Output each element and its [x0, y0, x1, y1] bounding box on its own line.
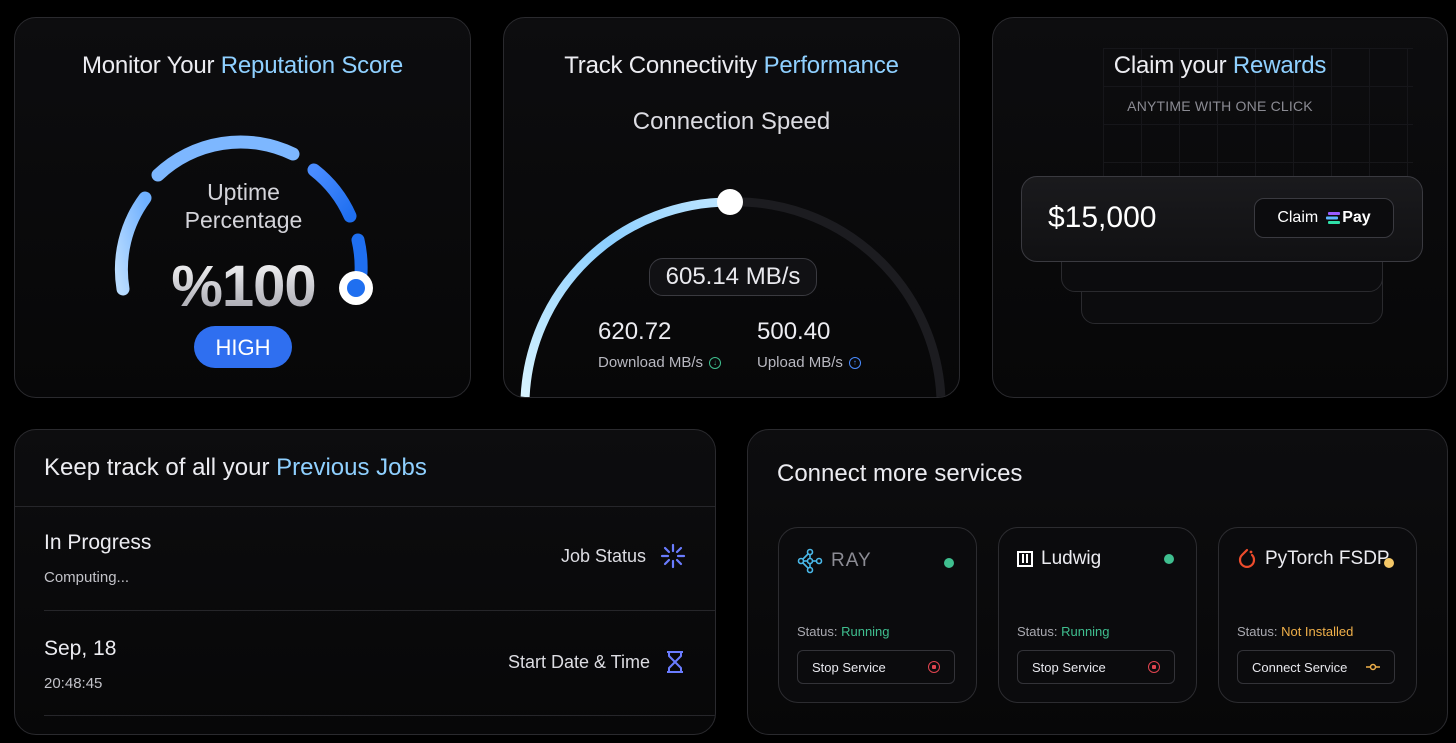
jobs-card: Keep track of all your Previous Jobs In …: [14, 429, 716, 735]
upload-value: 500.40: [757, 318, 831, 345]
service-card-pytorch: PyTorch FSDP Status: Not Installed Conne…: [1218, 527, 1417, 703]
service-name-pytorch: PyTorch FSDP: [1237, 548, 1390, 570]
services-card: Connect more services RAY: [747, 429, 1448, 735]
service-name-ludwig: Ludwig: [1017, 548, 1101, 570]
jobs-title: Keep track of all your Previous Jobs: [44, 454, 427, 482]
connect-service-button-pytorch[interactable]: Connect Service: [1237, 650, 1395, 684]
service-card-ludwig: Ludwig Status: Running Stop Service: [998, 527, 1197, 703]
claim-pay-button[interactable]: Claim Pay: [1254, 198, 1394, 238]
connectivity-title: Track Connectivity Performance: [504, 52, 959, 80]
speed-gauge-knob: [717, 189, 743, 215]
connectivity-card: Track Connectivity Performance Connectio…: [503, 17, 960, 398]
pay-logo: Pay: [1326, 209, 1371, 227]
rewards-title-accent: Rewards: [1232, 52, 1327, 79]
service-status-pytorch: Status: Not Installed: [1237, 624, 1353, 639]
connection-speed-label: Connection Speed: [632, 108, 831, 135]
status-dot: [944, 558, 954, 568]
service-name-pytorch-text: PyTorch FSDP: [1265, 548, 1390, 569]
job-start-date: Sep, 18: [44, 637, 117, 660]
speed-gauge: [520, 189, 946, 397]
speed-gauge-fill: [520, 197, 735, 397]
divider: [15, 506, 715, 507]
reputation-title: Monitor Your Reputation Score: [15, 52, 470, 80]
upload-label-text: Upload MB/s: [757, 354, 843, 371]
jobs-title-prefix: Keep track of all your: [44, 454, 277, 481]
uptime-label-line1: Uptime: [207, 179, 280, 205]
reputation-title-accent: Reputation Score: [220, 52, 404, 79]
status-prefix: Status:: [1017, 624, 1058, 639]
service-name-ludwig-text: Ludwig: [1041, 548, 1102, 569]
uptime-value: %100: [15, 253, 470, 320]
status-prefix: Status:: [1237, 624, 1278, 639]
claim-label: Claim: [1277, 209, 1319, 226]
stop-icon: [1148, 661, 1160, 673]
ludwig-logo-icon: [1017, 551, 1033, 567]
reputation-level-badge: HIGH: [194, 326, 292, 368]
reputation-card: Monitor Your Reputation Score Uptime Per…: [14, 17, 471, 398]
stop-icon: [928, 661, 940, 673]
connect-icon: [1366, 663, 1380, 671]
loading-spinner-icon: [660, 543, 686, 569]
service-card-ray: RAY Status: Running Stop Service: [778, 527, 977, 703]
status-dot: [1164, 554, 1174, 564]
upload-label: Upload MB/s ↑: [757, 354, 861, 371]
arrow-up-icon: ↑: [848, 357, 861, 370]
hourglass-icon: [667, 651, 683, 673]
stop-service-button-ray[interactable]: Stop Service: [797, 650, 955, 684]
service-status-ludwig: Status: Running: [1017, 624, 1110, 639]
button-label: Stop Service: [812, 659, 886, 675]
connectivity-title-prefix: Track Connectivity: [564, 52, 764, 79]
pay-label: Pay: [1342, 209, 1371, 226]
uptime-label-line2: Percentage: [184, 207, 303, 233]
gauge-segment-1: [114, 191, 152, 296]
status-value: Running: [1061, 624, 1110, 639]
rewards-subtitle: ANYTIME WITH ONE CLICK: [1127, 98, 1313, 114]
uptime-label: Uptime Percentage: [15, 178, 470, 234]
reputation-title-prefix: Monitor Your: [81, 52, 221, 79]
current-speed-pill: 605.14 MB/s: [649, 258, 817, 296]
pytorch-logo-icon: [1238, 548, 1256, 568]
status-dot: [1384, 558, 1394, 568]
rewards-title-prefix: Claim your: [1113, 52, 1233, 79]
start-date-time-label-text: Start Date & Time: [507, 651, 650, 672]
status-value: Running: [841, 624, 890, 639]
start-date-time-label: Start Date & Time: [508, 650, 686, 674]
arrow-down-icon: ↓: [709, 357, 722, 370]
download-value: 620.72: [598, 318, 672, 345]
gauge-segment-2: [151, 135, 300, 182]
download-label: Download MB/s ↓: [598, 354, 722, 371]
services-title: Connect more services: [777, 460, 1023, 487]
reward-amount: $15,000: [1048, 201, 1157, 234]
job-status-value: In Progress: [44, 531, 152, 554]
download-label-text: Download MB/s: [598, 354, 704, 371]
rewards-title: Claim your Rewards: [993, 52, 1447, 80]
ray-logo-icon: [797, 548, 823, 574]
solana-icon: [1326, 212, 1341, 224]
speed-gauge-track: [729, 197, 946, 397]
status-value: Not Installed: [1281, 624, 1354, 639]
job-status-detail: Computing...: [44, 569, 130, 586]
job-status-label: Job Status: [561, 543, 686, 569]
reward-card: $15,000 Claim Pay: [1021, 176, 1423, 262]
service-status-ray: Status: Running: [797, 624, 890, 639]
uptime-gauge: [114, 135, 373, 305]
divider: [44, 610, 715, 611]
status-prefix: Status:: [797, 624, 838, 639]
job-status-label-text: Job Status: [560, 545, 646, 566]
service-name-ray-text: RAY: [831, 550, 872, 571]
gauge-segment-3: [307, 163, 357, 223]
divider: [44, 715, 715, 716]
connectivity-title-accent: Performance: [763, 52, 899, 79]
jobs-title-accent: Previous Jobs: [276, 454, 427, 481]
stop-service-button-ludwig[interactable]: Stop Service: [1017, 650, 1175, 684]
rewards-card: Claim your Rewards ANYTIME WITH ONE CLIC…: [992, 17, 1448, 398]
service-name-ray: RAY: [797, 548, 872, 574]
button-label: Stop Service: [1032, 659, 1106, 675]
button-label: Connect Service: [1252, 659, 1348, 675]
job-start-time: 20:48:45: [44, 675, 103, 692]
